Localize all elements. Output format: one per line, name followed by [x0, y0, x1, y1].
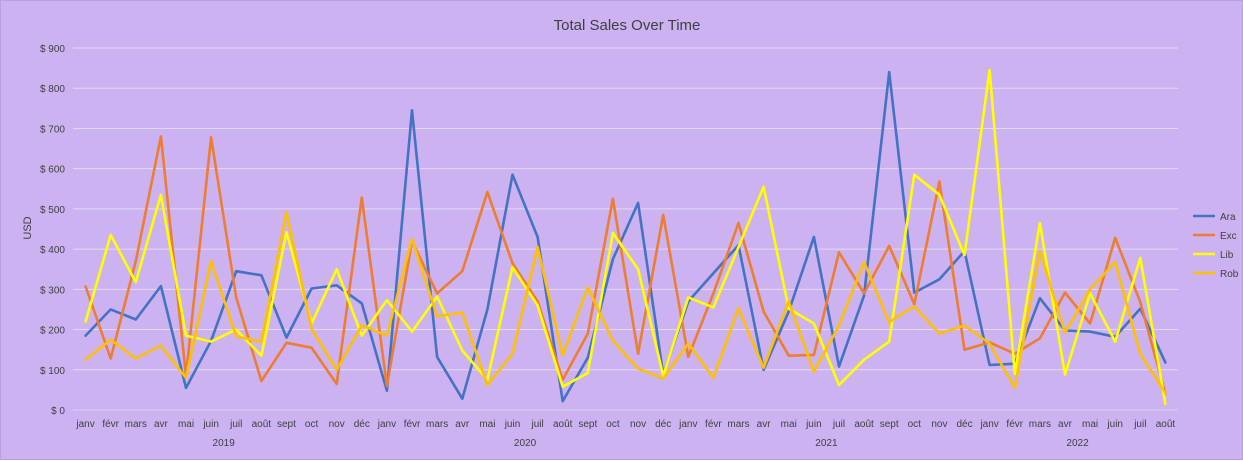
y-tick-label: $ 100	[40, 366, 65, 377]
chart-title: Total Sales Over Time	[554, 17, 701, 34]
x-tick-label: juin	[805, 419, 822, 430]
x-tick-label: janv	[377, 419, 396, 430]
legend: Ara Exc Lib Rob	[1193, 212, 1239, 280]
x-tick-label: avr	[455, 419, 470, 430]
x-group-label: 2021	[815, 438, 838, 449]
x-tick-label: mai	[178, 419, 194, 430]
y-axis-label: USD	[22, 216, 34, 239]
x-tick-label: févr	[404, 419, 421, 430]
x-tick-label: juil	[530, 419, 543, 430]
series-lines	[84, 68, 1167, 406]
x-tick-label: oct	[908, 419, 922, 430]
x-tick-label: juin	[202, 419, 219, 430]
x-group-label: 2022	[1066, 438, 1089, 449]
x-tick-label: nov	[329, 419, 345, 430]
x-tick-label: janv	[979, 419, 998, 430]
x-tick-label: avr	[757, 419, 772, 430]
y-tick-label: $ 600	[40, 165, 65, 176]
x-tick-label: févr	[102, 419, 119, 430]
x-tick-label: août	[252, 419, 272, 430]
x-tick-label: juil	[1133, 419, 1146, 430]
y-tick-label: $ 700	[40, 124, 65, 135]
x-tick-label: mars	[125, 419, 147, 430]
x-tick-label: sept	[277, 419, 296, 430]
x-tick-label: nov	[630, 419, 646, 430]
x-tick-label: sept	[880, 419, 899, 430]
y-tick-label: $ 300	[40, 285, 65, 296]
x-tick-label: mai	[479, 419, 495, 430]
x-tick-label: mai	[1082, 419, 1098, 430]
x-group-label: 2020	[514, 438, 537, 449]
x-tick-label: août	[854, 419, 874, 430]
x-tick-label: nov	[931, 419, 947, 430]
y-tick-label: $ 0	[51, 406, 65, 417]
legend-label: Exc	[1220, 231, 1237, 242]
x-tick-label: déc	[354, 419, 370, 430]
legend-label: Rob	[1220, 269, 1239, 280]
series-line-ara	[84, 70, 1167, 403]
y-tick-label: $ 800	[40, 84, 65, 95]
x-tick-label: juil	[832, 419, 845, 430]
y-tick-label: $ 900	[40, 44, 65, 55]
x-tick-label: mars	[727, 419, 749, 430]
x-tick-label: mars	[426, 419, 448, 430]
x-tick-label: oct	[305, 419, 319, 430]
y-tick-label: $ 400	[40, 245, 65, 256]
x-tick-label: févr	[705, 419, 722, 430]
x-group-label: 2019	[213, 438, 236, 449]
x-tick-label: oct	[606, 419, 620, 430]
x-tick-label: juin	[1106, 419, 1123, 430]
x-tick-label: déc	[655, 419, 671, 430]
legend-label: Ara	[1220, 212, 1236, 223]
legend-label: Lib	[1220, 250, 1234, 261]
x-tick-label: avr	[1058, 419, 1073, 430]
x-tick-label: août	[553, 419, 573, 430]
y-tick-label: $ 200	[40, 326, 65, 337]
series-line-rob	[84, 210, 1167, 395]
x-tick-label: déc	[956, 419, 972, 430]
x-tick-label: janv	[678, 419, 697, 430]
x-tick-label: févr	[1006, 419, 1023, 430]
x-tick-label: sept	[578, 419, 597, 430]
x-tick-label: mai	[781, 419, 797, 430]
x-tick-label: août	[1156, 419, 1176, 430]
y-tick-label: $ 500	[40, 205, 65, 216]
x-axis-ticks: janv févr mars avr mai juin juil août sept oct nov…	[75, 419, 1175, 449]
x-tick-label: juil	[229, 419, 242, 430]
x-tick-label: janv	[75, 419, 94, 430]
series-line-lib	[84, 68, 1167, 406]
x-tick-label: mars	[1029, 419, 1051, 430]
x-tick-label: avr	[154, 419, 169, 430]
series-line-exc	[84, 135, 1167, 396]
x-tick-label: juin	[504, 419, 521, 430]
y-axis-ticks: $ 0 $ 100 $ 200 $ 300 $ 400 $ 500 $ 600 $ 700 $ …	[40, 44, 65, 417]
